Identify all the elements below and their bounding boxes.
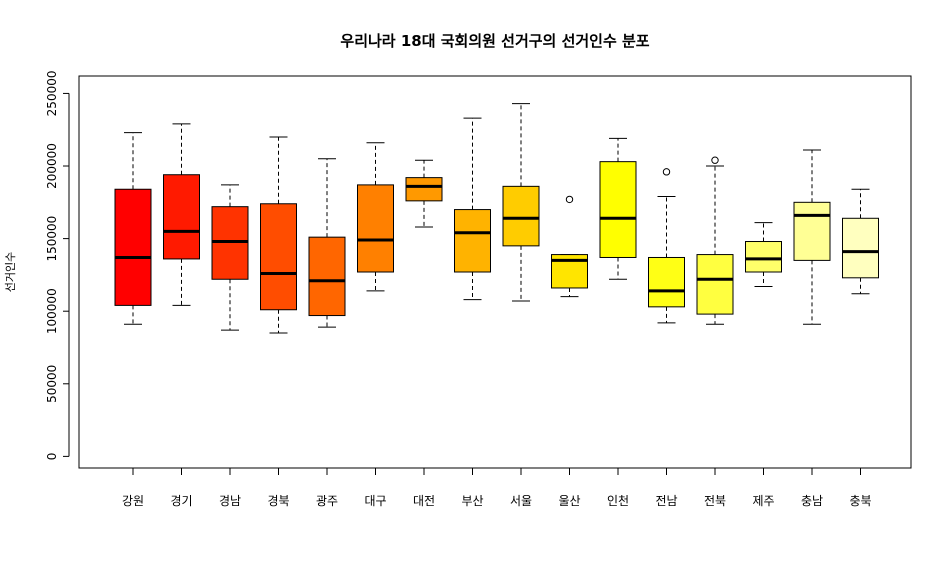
box-충북 xyxy=(842,188,879,295)
box-iqr xyxy=(454,209,491,273)
box-충남 xyxy=(793,149,831,325)
y-tick-label: 100000 xyxy=(45,288,59,334)
box-iqr xyxy=(745,241,782,273)
x-tick-label: 경남 xyxy=(219,494,241,508)
box-대구 xyxy=(357,142,394,292)
box-iqr xyxy=(163,174,200,260)
box-대전 xyxy=(405,159,443,228)
x-tick-label: 경북 xyxy=(267,494,289,508)
box-iqr xyxy=(114,188,152,306)
box-전북 xyxy=(696,156,734,325)
x-tick-label: 제주 xyxy=(752,494,774,508)
x-tick-label: 대구 xyxy=(364,494,386,508)
x-tick-label: 강원 xyxy=(122,494,144,508)
box-부산 xyxy=(454,117,491,301)
y-tick-label: 250000 xyxy=(45,71,59,117)
x-tick-label: 경기 xyxy=(170,494,192,508)
box-경기 xyxy=(163,123,200,306)
box-iqr xyxy=(842,217,879,279)
x-tick-label: 전북 xyxy=(704,494,726,508)
x-tick-label: 충북 xyxy=(849,494,871,508)
box-iqr xyxy=(260,203,297,311)
box-울산 xyxy=(551,195,588,298)
x-tick-label: 서울 xyxy=(510,494,532,508)
outlier-point xyxy=(662,168,671,176)
x-tick-label: 전남 xyxy=(655,494,677,508)
x-tick-label: 부산 xyxy=(461,494,483,508)
box-인천 xyxy=(599,137,637,280)
box-iqr xyxy=(357,184,394,273)
y-tick-label: 50000 xyxy=(45,365,59,403)
y-axis-label: 선거인수 xyxy=(4,252,17,292)
y-axis: 0 50000 100000 150000 200000 250000 xyxy=(45,71,70,461)
x-tick-label: 충남 xyxy=(801,494,823,508)
chart-title: 우리나라 18대 국회의원 선거구의 선거인수 분포 xyxy=(340,32,649,50)
y-tick-label: 0 xyxy=(45,453,59,461)
outlier-point xyxy=(711,156,719,164)
y-tick-label: 150000 xyxy=(45,216,59,262)
box-iqr xyxy=(405,177,443,202)
outlier-point xyxy=(565,195,574,204)
plot-frame xyxy=(78,75,912,469)
x-tick-label: 대전 xyxy=(413,494,435,508)
box-iqr xyxy=(308,236,346,317)
box-경북 xyxy=(260,136,297,334)
x-axis: 강원 경기 경남 경북 광주 대구 대전 부산 서울 울산 인천 전남 전북 제주 충남 충북 xyxy=(122,468,872,508)
x-tick-label: 광주 xyxy=(316,494,338,508)
boxes-group xyxy=(114,103,879,334)
box-iqr xyxy=(793,201,831,261)
box-서울 xyxy=(502,103,540,302)
box-iqr xyxy=(599,161,637,258)
x-tick-label: 인천 xyxy=(607,493,629,508)
box-전남 xyxy=(648,168,685,324)
box-iqr xyxy=(696,254,734,315)
x-tick-label: 울산 xyxy=(558,494,580,508)
y-tick-label: 200000 xyxy=(45,143,59,189)
box-경남 xyxy=(211,184,249,331)
box-iqr xyxy=(648,256,685,308)
box-강원 xyxy=(114,132,152,325)
box-iqr xyxy=(502,185,540,247)
box-제주 xyxy=(745,222,782,288)
box-광주 xyxy=(308,158,346,328)
